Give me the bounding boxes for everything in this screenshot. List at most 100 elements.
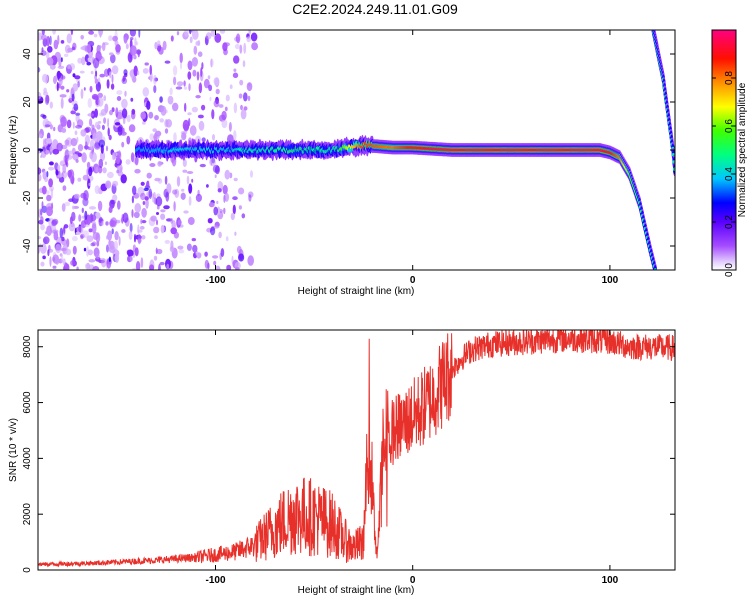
spectrogram-noise-cell — [125, 43, 129, 50]
spectrogram-noise-cell — [41, 201, 44, 209]
spectrogram-noise-cell — [103, 95, 107, 102]
spectrogram-panel: -100 0 100 -40 -20 0 20 40 Height of straight … — [8, 29, 676, 297]
spectrogram-noise-cell — [159, 96, 163, 103]
snr-y-label: SNR (10 * v/v) — [8, 418, 19, 482]
spectrogram-noise-cell — [219, 30, 226, 34]
spectrogram-noise-cell — [246, 82, 253, 92]
spectrogram-noise-cell — [156, 219, 158, 226]
spectrogram-noise-cell — [156, 43, 162, 52]
spectrogram-noise-cell — [209, 157, 216, 167]
spectrogram-noise-cell — [38, 91, 42, 100]
spectrogram-noise-cell — [238, 187, 245, 195]
spectrogram-noise-cell — [182, 158, 187, 168]
spectrogram-noise-cell — [223, 207, 226, 215]
spectrogram-noise-cell — [53, 39, 59, 50]
spectrogram-noise-cell — [192, 30, 199, 40]
spectrogram-noise-cell — [153, 134, 160, 140]
spectrogram-noise-cell — [106, 244, 109, 253]
spectrogram-noise-cell — [149, 133, 155, 141]
spectrogram-noise-cell — [107, 171, 114, 179]
spectrogram-noise-cell — [129, 30, 136, 37]
spectrogram-noise-cell — [187, 60, 193, 71]
spectrogram-noise-cell — [58, 174, 63, 178]
spectrogram-noise-cell — [156, 40, 161, 46]
colorbar: 0.0 0.2 0.4 0.6 0.8 Normalized spectral ampl… — [711, 29, 748, 277]
spectrogram-noise-cell — [189, 125, 197, 136]
spectrogram-noise-cell — [71, 93, 75, 102]
colorbar-frame — [711, 29, 737, 271]
spectrogram-noise-cell — [144, 62, 149, 66]
x-tick-label: 100 — [602, 575, 619, 586]
spectrogram-noise-cell — [99, 73, 105, 78]
spectrogram-noise-cell — [95, 212, 101, 219]
spectrogram-noise-cell — [164, 60, 171, 64]
spectrogram-noise-cell — [72, 73, 76, 78]
spectrogram-noise-cell — [107, 118, 110, 128]
spectrogram-noise-cell — [130, 70, 134, 80]
spectrogram-noise-cell — [46, 57, 54, 66]
spectrogram-noise-cell — [186, 171, 194, 174]
spectrogram-noise-cell — [170, 217, 173, 224]
spectrogram-noise-cell — [172, 65, 178, 76]
spectrogram-noise-cell — [134, 203, 142, 213]
spectrogram-noise-cell — [152, 192, 156, 200]
spectrogram-noise-cell — [193, 45, 198, 55]
spectrogram-noise-cell — [81, 152, 87, 163]
spectrogram-noise-cell — [239, 79, 244, 86]
spectrogram-noise-cell — [48, 244, 51, 251]
spectrogram-noise-cell — [98, 139, 106, 148]
spectrogram-noise-cell — [117, 126, 123, 136]
spectrogram-cells — [38, 30, 675, 270]
spectrogram-noise-cell — [230, 212, 235, 221]
spectrogram-noise-cell — [41, 30, 45, 36]
spectrogram-noise-cell — [220, 248, 225, 257]
spectrogram-noise-cell — [58, 176, 65, 183]
spectrogram-noise-cell — [238, 93, 243, 99]
spectrogram-noise-cell — [76, 136, 79, 143]
spectrogram-noise-cell — [231, 255, 234, 264]
spectrogram-noise-cell — [70, 30, 74, 36]
spectrogram-noise-cell — [183, 210, 189, 214]
spectrogram-noise-cell — [46, 51, 50, 60]
spectrogram-noise-cell — [148, 188, 153, 199]
spectrogram-noise-cell — [88, 228, 93, 233]
spectrogram-noise-cell — [200, 67, 203, 78]
spectrogram-noise-cell — [52, 30, 56, 35]
spectrogram-noise-cell — [232, 72, 239, 79]
spectrogram-noise-cell — [210, 58, 214, 67]
spectrogram-noise-cell — [74, 193, 80, 199]
spectrogram-noise-cell — [240, 109, 247, 120]
spectrogram-noise-cell — [74, 75, 81, 80]
spectrogram-noise-cell — [43, 138, 46, 149]
spectrogram-noise-cell — [122, 127, 125, 135]
spectrogram-noise-cell — [154, 177, 161, 182]
spectrogram-noise-cell — [205, 32, 212, 40]
spectrogram-noise-cell — [60, 85, 65, 90]
spectrogram-noise-cell — [94, 185, 100, 195]
spectrogram-noise-cell — [177, 219, 182, 226]
spectrogram-noise-cell — [132, 185, 137, 195]
x-tick-label: -100 — [205, 575, 225, 586]
spectrogram-noise-cell — [86, 246, 89, 257]
spectrogram-noise-cell — [79, 70, 85, 74]
spectrogram-noise-cell — [118, 236, 121, 246]
spectrogram-noise-cell — [42, 147, 47, 152]
spectrogram-noise-cell — [99, 55, 103, 60]
spectrogram-noise-cell — [121, 141, 125, 148]
spectrogram-noise-cell — [208, 202, 215, 208]
spectrogram-noise-cell — [86, 235, 94, 243]
spectrogram-noise-cell — [108, 206, 113, 213]
spectrogram-noise-cell — [222, 184, 228, 195]
spectrogram-noise-cell — [181, 188, 185, 192]
spectrogram-noise-cell — [195, 95, 201, 99]
spectrogram-noise-cell — [83, 190, 89, 201]
spectrogram-noise-cell — [55, 243, 62, 254]
spectrogram-noise-cell — [246, 36, 251, 43]
spectrogram-noise-cell — [101, 124, 105, 130]
spectrogram-noise-cell — [153, 255, 158, 261]
spectrogram-noise-cell — [228, 121, 232, 132]
spectrogram-noise-cell — [158, 263, 161, 270]
spectrogram-noise-cell — [62, 185, 67, 191]
spectrogram-noise-cell — [90, 242, 95, 247]
spectrogram-noise-cell — [146, 100, 151, 111]
